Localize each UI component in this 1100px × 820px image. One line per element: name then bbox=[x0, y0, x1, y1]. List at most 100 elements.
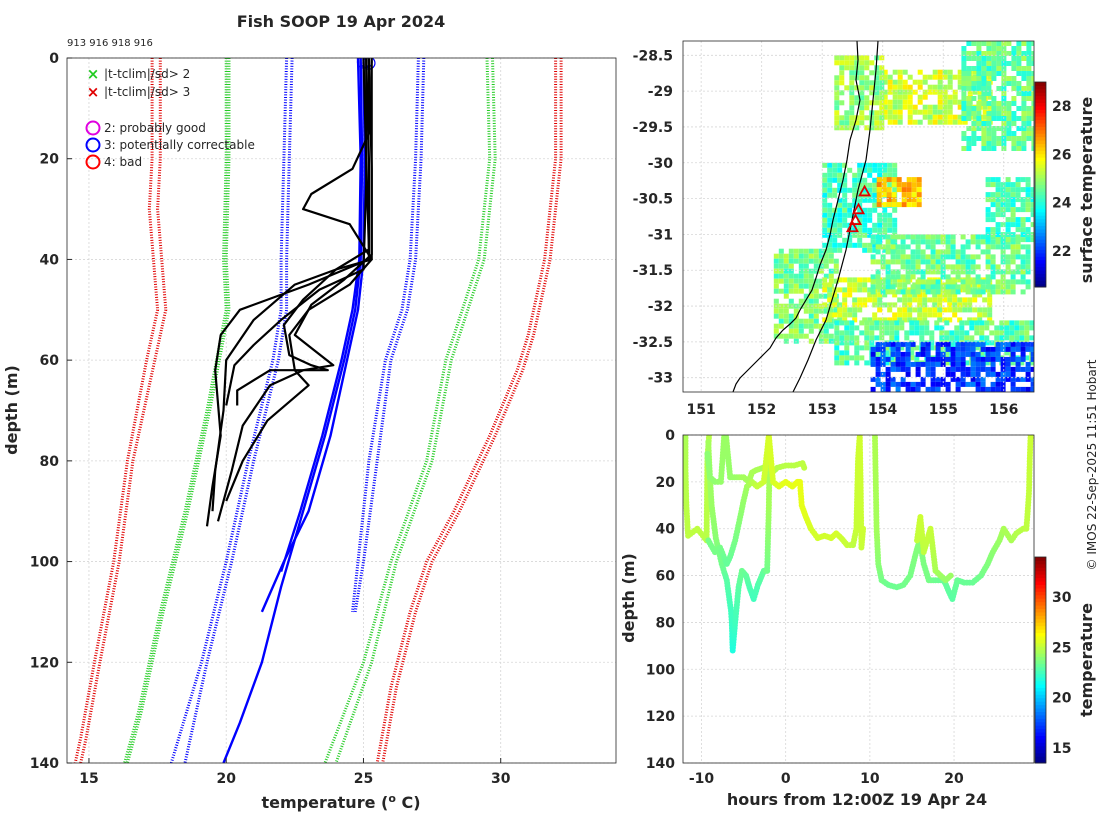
sst-cell bbox=[870, 239, 876, 245]
sst-cell bbox=[1026, 131, 1032, 136]
timeseries-colorbar-cell bbox=[1035, 690, 1046, 695]
sst-cell bbox=[857, 172, 863, 178]
sst-cell bbox=[915, 279, 921, 285]
sst-cell bbox=[864, 345, 870, 351]
timeseries-colorbar-tick-label: 15 bbox=[1052, 741, 1071, 757]
sst-cell bbox=[803, 333, 809, 339]
sst-cell bbox=[864, 75, 870, 81]
sst-cell bbox=[925, 234, 931, 240]
sst-cell bbox=[1005, 259, 1011, 265]
sst-cell bbox=[1010, 259, 1016, 265]
sst-cell bbox=[885, 381, 891, 387]
sst-cell bbox=[940, 361, 946, 367]
sst-cell bbox=[892, 172, 898, 178]
sst-cell bbox=[882, 302, 888, 308]
sst-cell bbox=[1021, 126, 1027, 131]
sst-cell bbox=[803, 273, 809, 279]
sst-cell bbox=[902, 99, 908, 105]
sst-cell bbox=[970, 346, 976, 352]
sst-cell bbox=[783, 258, 789, 264]
sst-cell bbox=[881, 187, 887, 193]
sst-cell bbox=[1005, 341, 1011, 347]
sst-cell bbox=[985, 274, 991, 280]
sst-cell bbox=[1024, 320, 1030, 326]
map-ytick-label: -29.5 bbox=[633, 120, 673, 136]
sst-cell bbox=[1015, 249, 1021, 255]
sst-cell bbox=[900, 356, 906, 362]
sst-cell bbox=[1020, 202, 1026, 208]
map-colorbar-cell bbox=[1035, 222, 1046, 226]
sst-cell bbox=[922, 297, 928, 303]
sst-cell bbox=[849, 355, 855, 361]
timeseries-colorbar-cell bbox=[1035, 704, 1046, 709]
sst-cell bbox=[981, 121, 987, 126]
sst-cell bbox=[837, 317, 843, 323]
sst-cell bbox=[818, 268, 824, 274]
sst-cell bbox=[985, 371, 991, 377]
sst-cell bbox=[1030, 207, 1034, 213]
sst-cell bbox=[813, 248, 819, 254]
sst-cell bbox=[975, 239, 981, 245]
sst-cell bbox=[1010, 197, 1016, 203]
sst-cell bbox=[875, 346, 881, 352]
sst-cell bbox=[1006, 131, 1012, 136]
sst-cell bbox=[991, 61, 997, 66]
sst-cell bbox=[867, 217, 873, 223]
sst-cell bbox=[890, 259, 896, 265]
sst-cell bbox=[862, 227, 868, 233]
sst-cell bbox=[854, 60, 860, 66]
sst-cell bbox=[914, 355, 920, 361]
sst-cell bbox=[859, 345, 865, 351]
sst-cell bbox=[947, 79, 953, 85]
sst-cell bbox=[1024, 325, 1030, 331]
sst-cell bbox=[945, 254, 951, 260]
sst-cell bbox=[917, 84, 923, 90]
sst-cell bbox=[808, 328, 814, 334]
sst-cell bbox=[995, 222, 1001, 228]
sst-cell bbox=[837, 222, 843, 228]
sst-cell bbox=[915, 289, 921, 295]
sst-cell bbox=[783, 313, 789, 319]
sst-cell bbox=[1026, 121, 1032, 126]
sst-cell bbox=[990, 264, 996, 270]
sst-cell bbox=[885, 249, 891, 255]
sst-cell bbox=[1025, 376, 1031, 382]
sst-cell bbox=[932, 307, 938, 313]
map-colorbar-cell bbox=[1035, 205, 1046, 209]
timeseries-colorbar-cell bbox=[1035, 608, 1046, 613]
sst-cell bbox=[966, 141, 972, 146]
sst-cell bbox=[897, 99, 903, 105]
sst-cell bbox=[842, 177, 848, 183]
sst-cell bbox=[932, 312, 938, 318]
sst-cell bbox=[966, 106, 972, 111]
sst-cell bbox=[932, 114, 938, 120]
sst-cell bbox=[834, 325, 840, 331]
sst-cell bbox=[832, 297, 838, 303]
sst-cell bbox=[827, 242, 833, 248]
sst-cell bbox=[867, 292, 873, 298]
map-colorbar-cell bbox=[1035, 184, 1046, 189]
sst-cell bbox=[1000, 237, 1006, 243]
sst-cell bbox=[887, 307, 893, 313]
profile-ytick-label: 100 bbox=[30, 555, 59, 571]
sst-cell bbox=[935, 356, 941, 362]
sst-cell bbox=[1030, 376, 1034, 382]
sst-cell bbox=[793, 253, 799, 259]
sst-cell bbox=[966, 76, 972, 81]
sst-cell bbox=[909, 350, 915, 356]
sst-cell bbox=[989, 330, 995, 336]
map-colorbar-cell bbox=[1035, 283, 1046, 288]
sst-cell bbox=[935, 234, 941, 240]
sst-cell bbox=[864, 125, 870, 131]
sst-cell bbox=[1011, 61, 1017, 66]
sst-cell bbox=[902, 69, 908, 75]
sst-cell bbox=[922, 89, 928, 95]
map-colorbar-cell bbox=[1035, 105, 1046, 110]
sst-cell bbox=[902, 297, 908, 303]
sst-cell bbox=[897, 119, 903, 125]
sst-cell bbox=[940, 274, 946, 280]
sst-cell bbox=[966, 116, 972, 121]
sst-cell bbox=[849, 75, 855, 81]
sst-cell bbox=[942, 104, 948, 110]
sst-cell bbox=[822, 277, 828, 283]
